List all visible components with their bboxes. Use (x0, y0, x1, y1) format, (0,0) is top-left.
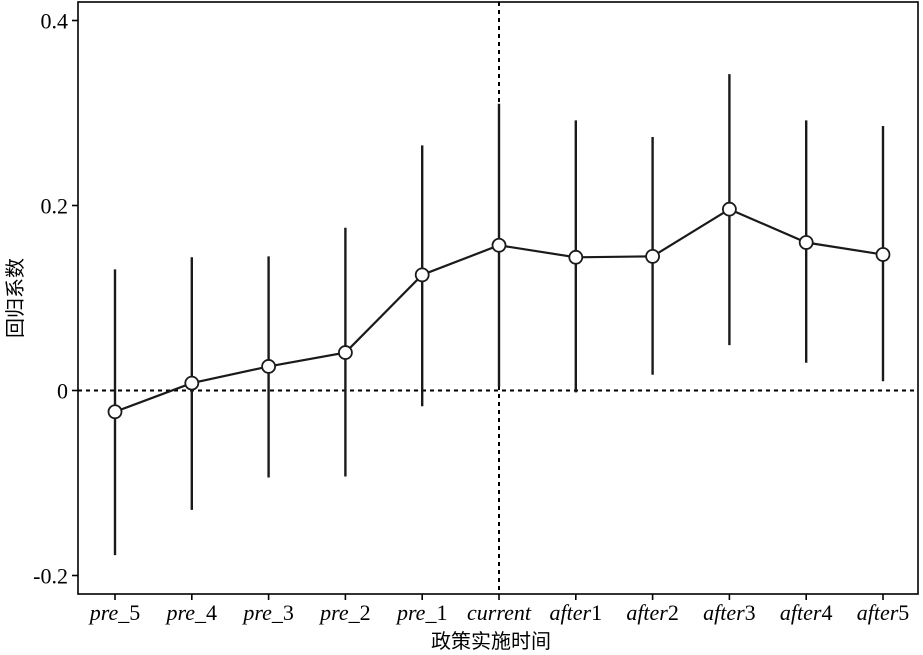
y-axis-label: 回归系数 (3, 258, 27, 338)
y-tick-label: 0.2 (41, 194, 69, 219)
x-axis-ticks: pre_5 pre_4 pre_3 pre_2 pre_1 current after1 af… (88, 594, 910, 625)
coefficient-point (645, 248, 660, 264)
x-tick-label: pre_3 (241, 600, 294, 625)
y-axis-ticks: -0.2 0 0.2 0.4 (33, 9, 78, 589)
x-tick-label: after5 (857, 600, 910, 625)
x-tick-label: after2 (626, 600, 679, 625)
y-tick-label: 0 (57, 379, 68, 404)
x-tick-label: pre_2 (318, 600, 371, 625)
coefficient-point (491, 237, 507, 253)
x-tick-label: pre_5 (88, 600, 141, 625)
x-axis-label: 政策实施时间 (431, 629, 551, 653)
y-tick-label: -0.2 (33, 564, 68, 589)
coefficient-point (337, 345, 353, 360)
coefficient-point (568, 249, 584, 265)
x-tick-label: pre_1 (395, 600, 448, 625)
x-tick-label: after1 (550, 600, 603, 625)
x-tick-label: after3 (703, 600, 756, 625)
coefficient-point (184, 375, 200, 391)
coefficient-point (875, 247, 891, 262)
coefficient-point (107, 404, 123, 420)
coefficient-point (722, 201, 737, 217)
coefficient-point (414, 267, 430, 283)
x-tick-label: pre_4 (165, 600, 218, 625)
coefficient-points (107, 201, 891, 420)
coefficient-point (261, 359, 277, 374)
y-tick-label: 0.4 (41, 9, 69, 34)
coefficient-point (798, 235, 814, 250)
x-tick-label: current (467, 600, 532, 625)
x-tick-label: after4 (780, 600, 833, 625)
